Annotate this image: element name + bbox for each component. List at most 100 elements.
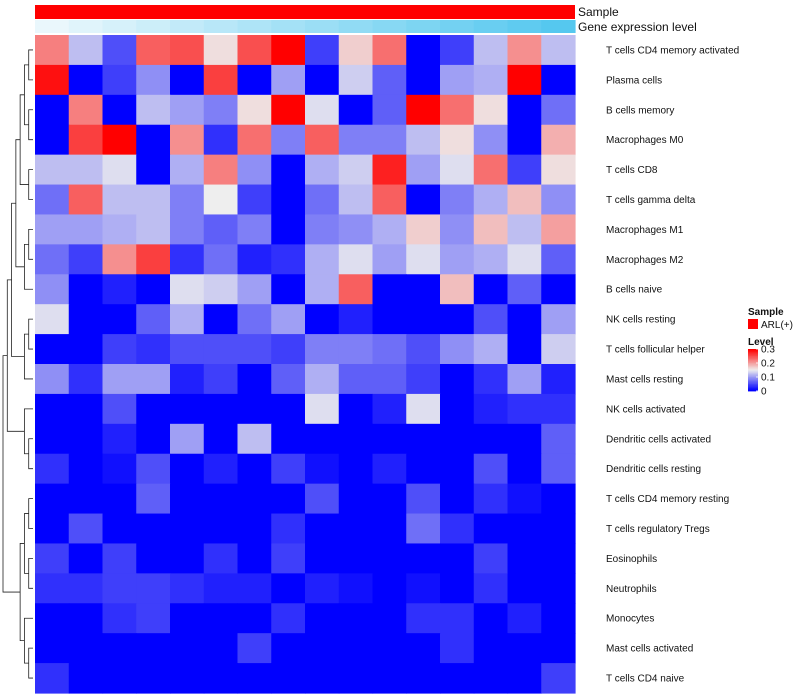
heatmap-cell bbox=[102, 513, 137, 545]
heatmap-cell bbox=[372, 423, 407, 455]
heatmap-cell bbox=[170, 513, 205, 545]
heatmap-cell bbox=[170, 274, 205, 305]
heatmap-cell bbox=[338, 393, 374, 425]
heatmap-cell bbox=[372, 633, 407, 664]
heatmap-cell bbox=[440, 663, 475, 694]
heatmap-cell bbox=[305, 304, 340, 335]
row-label: Mast cells activated bbox=[606, 644, 693, 655]
heatmap-cell bbox=[271, 154, 306, 186]
heatmap-cell bbox=[237, 244, 272, 275]
heatmap-cell bbox=[507, 364, 542, 395]
heatmap-cell bbox=[271, 35, 306, 66]
heatmap-cell bbox=[271, 513, 306, 545]
row-label: Macrophages M1 bbox=[606, 225, 684, 236]
gene-expression-cell bbox=[102, 20, 137, 33]
heatmap-cell bbox=[271, 124, 306, 156]
heatmap-cell bbox=[440, 334, 475, 365]
legend-gradient-step bbox=[748, 357, 758, 360]
heatmap-cell bbox=[406, 453, 441, 485]
legend-gradient-step bbox=[748, 353, 758, 355]
row-label: Dendritic cells resting bbox=[606, 464, 701, 475]
heatmap-cell bbox=[507, 154, 542, 186]
heatmap-cell bbox=[440, 543, 475, 574]
heatmap-cell bbox=[305, 573, 340, 604]
heatmap-cell bbox=[372, 35, 407, 66]
heatmap-cell bbox=[102, 603, 137, 634]
gene-expression-cell bbox=[541, 20, 576, 33]
heatmap-cell bbox=[237, 663, 272, 694]
heatmap-cell bbox=[68, 184, 104, 216]
heatmap-cell bbox=[237, 274, 272, 305]
heatmap-cell bbox=[170, 393, 205, 425]
heatmap-cell bbox=[35, 334, 70, 365]
heatmap-cell bbox=[102, 453, 137, 485]
heatmap-cell bbox=[473, 274, 509, 305]
row-label: Mast cells resting bbox=[606, 374, 683, 385]
heatmap-cell bbox=[35, 364, 70, 395]
heatmap-cell bbox=[507, 663, 542, 694]
heatmap-cell bbox=[237, 543, 272, 574]
heatmap-cell bbox=[136, 184, 171, 216]
legend-gradient-step bbox=[748, 372, 758, 375]
heatmap-cell bbox=[271, 603, 306, 634]
heatmap-cell bbox=[102, 483, 137, 515]
heatmap-cell bbox=[406, 94, 441, 126]
heatmap-cell bbox=[170, 244, 205, 275]
heatmap-cell bbox=[237, 94, 272, 126]
dendrogram-branch bbox=[28, 169, 33, 200]
heatmap-cell bbox=[136, 364, 171, 395]
heatmap-cell bbox=[305, 154, 340, 186]
heatmap-cell bbox=[35, 633, 70, 664]
row-label: Monocytes bbox=[606, 614, 654, 625]
row-label: Macrophages M0 bbox=[606, 135, 684, 146]
heatmap-cell bbox=[102, 154, 137, 186]
dendrogram-branch bbox=[19, 543, 25, 642]
heatmap-cell bbox=[406, 64, 441, 96]
heatmap-cell bbox=[305, 364, 340, 395]
heatmap-cell bbox=[406, 543, 441, 574]
heatmap-cell bbox=[170, 124, 205, 156]
legend-gradient-step bbox=[748, 364, 758, 367]
annotation-label-sample: Sample bbox=[578, 5, 619, 19]
heatmap-cell bbox=[102, 94, 137, 126]
legend-tick-label: 0 bbox=[761, 387, 767, 398]
heatmap-cell bbox=[473, 573, 509, 604]
heatmap-cell bbox=[102, 64, 137, 96]
heatmap-cell bbox=[372, 184, 407, 216]
legend-gradient-step bbox=[748, 360, 758, 362]
heatmap-cell bbox=[68, 453, 104, 485]
legend-gradient-step bbox=[748, 365, 758, 368]
heatmap-cell bbox=[203, 393, 239, 425]
heatmap-cell bbox=[136, 334, 171, 365]
heatmap-cell bbox=[305, 483, 340, 515]
heatmap-cell bbox=[473, 423, 509, 455]
heatmap-cell bbox=[271, 393, 306, 425]
heatmap-cell bbox=[35, 543, 70, 574]
heatmap-cell bbox=[338, 304, 374, 335]
column-annotations: Sample Gene expression level bbox=[35, 5, 697, 34]
heatmap-cell bbox=[35, 393, 70, 425]
heatmap-cell bbox=[473, 513, 509, 545]
row-label: T cells CD8 bbox=[606, 165, 658, 176]
legend-gradient-step bbox=[748, 384, 758, 386]
row-label: T cells CD4 memory activated bbox=[606, 45, 739, 56]
heatmap-cell bbox=[68, 154, 104, 186]
heatmap-cell bbox=[338, 214, 374, 245]
dendrogram-branch bbox=[28, 438, 33, 470]
row-label: T cells regulatory Tregs bbox=[606, 524, 710, 535]
heatmap-cell bbox=[68, 663, 104, 694]
row-labels: T cells CD4 memory activated Plasma cells… bbox=[606, 45, 739, 684]
heatmap-cell bbox=[507, 35, 542, 66]
heatmap-cell bbox=[507, 334, 542, 365]
heatmap-cell bbox=[102, 573, 137, 604]
heatmap-cell bbox=[440, 423, 475, 455]
legend-gradient-step bbox=[748, 385, 758, 388]
heatmap-cell bbox=[372, 154, 407, 186]
heatmap-cell bbox=[203, 124, 239, 156]
heatmap-cell bbox=[305, 633, 340, 664]
heatmap-cell bbox=[237, 184, 272, 216]
heatmap-cell bbox=[541, 513, 576, 545]
heatmap-cell bbox=[35, 483, 70, 515]
gene-expression-cell bbox=[473, 20, 509, 33]
heatmap-cell bbox=[35, 304, 70, 335]
